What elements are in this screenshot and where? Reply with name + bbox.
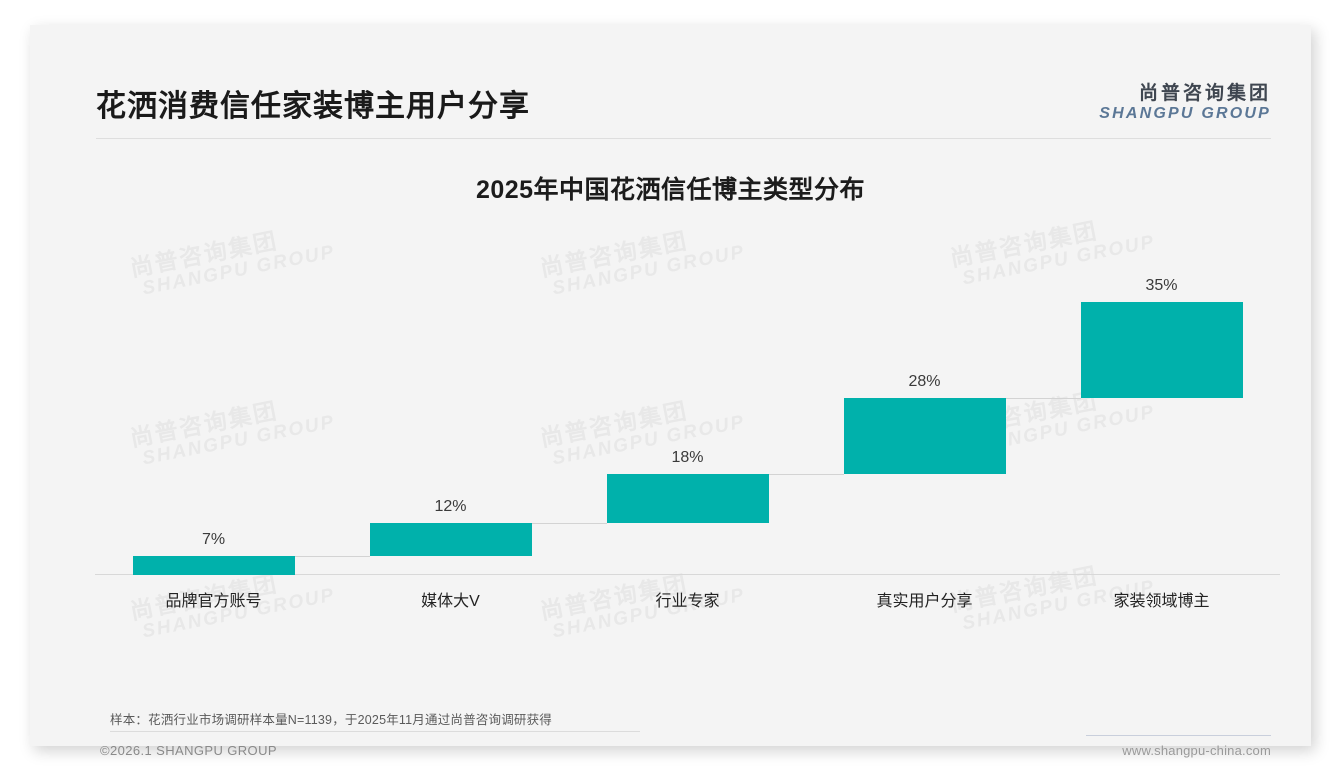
- bar-媒体大V: [369, 523, 532, 556]
- category-label: 媒体大V: [421, 593, 480, 610]
- connector-line: [294, 555, 370, 557]
- header-divider: [96, 138, 1271, 139]
- chart-plot-area: 7% 12% 18% 28% 35% 品牌官方账号 媒体大V 行业专家 真实用户分享 家装领域博…: [70, 230, 1285, 630]
- category-label: 品牌官方账号: [165, 593, 262, 610]
- chart-title: 2025年中国花洒信任博主类型分布: [475, 176, 866, 204]
- note-divider: [110, 731, 640, 732]
- slide-card: 尚普咨询集团 SHANGPU GROUP 尚普咨询集团 SHANGPU GROU…: [30, 25, 1311, 758]
- value-label: 7%: [201, 530, 226, 548]
- category-label: 行业专家: [655, 593, 720, 610]
- category-label: 家装领域博主: [1113, 593, 1210, 610]
- footer-divider: [1086, 735, 1271, 736]
- source-note: 样本：花洒行业市场调研样本量N=1139，于2025年11月通过尚普咨询调研获得: [110, 713, 552, 727]
- value-label: 28%: [908, 372, 941, 390]
- category-label: 真实用户分享: [876, 593, 973, 610]
- bar-行业专家: [606, 473, 769, 524]
- bar-真实用户分享: [843, 397, 1006, 474]
- x-axis-line: [95, 574, 1280, 575]
- connector-line: [531, 523, 607, 525]
- value-label: 35%: [1145, 277, 1178, 294]
- connector-line: [1005, 397, 1081, 399]
- bar-品牌官方账号: [132, 555, 295, 575]
- slide-header: 花洒消费信任家装博主用户分享 尚普咨询集团 SHANGPU GROUP: [30, 25, 1311, 123]
- connector-line: [768, 473, 844, 475]
- logo-text-cn: 尚普咨询集团: [1138, 83, 1271, 104]
- logo-text-en: SHANGPU GROUP: [1099, 104, 1271, 122]
- bar-家装领域博主: [1080, 302, 1243, 398]
- brand-logo: 尚普咨询集团 SHANGPU GROUP: [1099, 83, 1271, 123]
- value-label: 18%: [671, 448, 704, 466]
- website-link[interactable]: www.shangpu-china.com: [1122, 743, 1271, 758]
- copyright-text: ©2026.1 SHANGPU GROUP: [100, 743, 277, 758]
- page-title: 花洒消费信任家装博主用户分享: [96, 90, 530, 123]
- value-label: 12%: [434, 498, 467, 516]
